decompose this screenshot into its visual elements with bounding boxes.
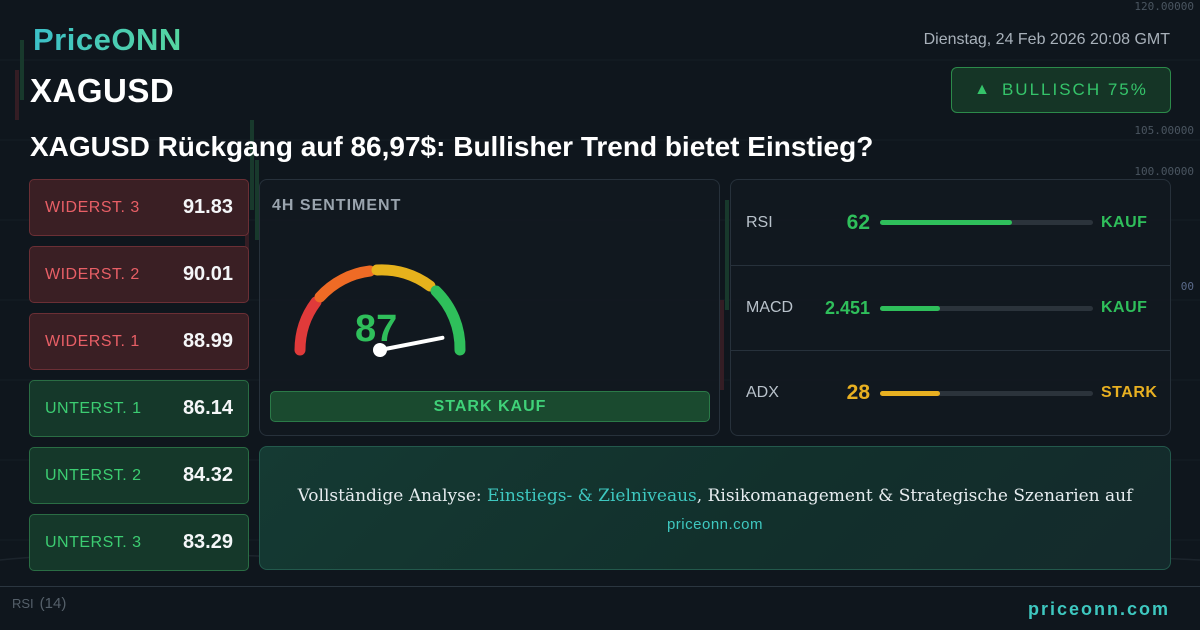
sentiment-verdict: STARK KAUF (270, 391, 710, 422)
indicator-signal: KAUF (1101, 299, 1148, 316)
cta-suffix: , Risikomanagement & Strategische Szenar… (696, 486, 1133, 506)
level-support-3: UNTERST. 3 83.29 (29, 514, 249, 571)
gauge-value: 87 (355, 308, 398, 350)
level-resistance-1: WIDERST. 1 88.99 (29, 313, 249, 370)
level-support-2: UNTERST. 2 84.32 (29, 447, 249, 504)
level-label: UNTERST. 1 (45, 399, 142, 417)
badge-label: BULLISCH 75% (1001, 80, 1148, 99)
level-resistance-3: WIDERST. 3 91.83 (29, 179, 249, 236)
level-value: 84.32 (182, 464, 233, 486)
level-label: WIDERST. 3 (45, 198, 140, 216)
cta-accent: Einstiegs- & Zielniveaus (487, 486, 697, 506)
sentiment-panel: 4H SENTIMENT 87 STARK KAUF (259, 179, 720, 436)
indicator-bar (880, 390, 1093, 396)
indicator-row-macd: MACD 2.451 KAUF (731, 265, 1170, 350)
footer-link[interactable]: priceonn.com (1027, 599, 1170, 619)
timestamp: Dienstag, 24 Feb 2026 20:08 GMT (923, 31, 1170, 48)
indicator-bar (880, 305, 1093, 311)
gauge-segment (314, 265, 376, 303)
indicator-bar-fill (880, 220, 1013, 225)
indicator-signal: KAUF (1101, 213, 1148, 231)
cta-link[interactable]: priceonn.com (666, 516, 764, 533)
indicator-value: 2.451 (824, 297, 870, 318)
level-label: UNTERST. 2 (45, 466, 142, 484)
gauge-hub (373, 343, 387, 357)
axis-label: 00 (1180, 280, 1194, 293)
level-value: 90.01 (182, 263, 233, 285)
level-support-1: UNTERST. 1 86.14 (29, 380, 249, 437)
cta-text: Vollständige Analyse: Einstiegs- & Zieln… (260, 486, 1170, 506)
levels-list: WIDERST. 3 91.83 WIDERST. 2 90.01 WIDERS… (29, 179, 249, 581)
level-value: 88.99 (182, 330, 233, 352)
triangle-up-icon: ▲ (974, 81, 992, 98)
sentiment-gauge (294, 264, 466, 357)
axis-label: 100.00000 (1134, 165, 1194, 178)
rsi-label: RSI (12, 596, 34, 611)
indicator-value: 62 (846, 210, 870, 234)
indicator-bar-fill (880, 305, 940, 311)
indicator-name: MACD (746, 299, 794, 316)
axis-label: 120.00000 (1134, 0, 1194, 13)
indicator-name: RSI (746, 213, 773, 231)
level-value: 91.83 (182, 196, 233, 218)
footer-divider (0, 586, 1200, 587)
indicator-bar (880, 220, 1093, 225)
cta-prefix: Vollständige Analyse: (297, 486, 488, 506)
level-value: 83.29 (182, 531, 233, 553)
symbol-title: XAGUSD (30, 72, 175, 109)
indicator-name: ADX (746, 384, 779, 401)
level-label: WIDERST. 2 (45, 265, 140, 283)
level-label: UNTERST. 3 (45, 533, 142, 551)
axis-label: 105.00000 (1134, 124, 1194, 137)
indicator-signal: STARK (1101, 384, 1158, 401)
rsi-period: (14) (39, 595, 67, 612)
sentiment-title: 4H SENTIMENT (272, 197, 402, 214)
level-label: WIDERST. 1 (45, 332, 140, 350)
brand-logo: PriceONN (33, 22, 182, 57)
background-rsi-label: RSI (14) (12, 595, 66, 612)
indicator-row-rsi: RSI 62 KAUF (731, 180, 1170, 265)
indicator-bar-fill (880, 390, 940, 396)
indicator-value: 28 (846, 381, 870, 404)
sentiment-badge: ▲ BULLISCH 75% (951, 67, 1171, 113)
indicators-panel: RSI 62 KAUF MACD 2.451 KAUF ADX 28 STARK (730, 179, 1171, 436)
gauge-segment (430, 285, 466, 356)
indicator-row-adx: ADX 28 STARK (731, 350, 1170, 435)
gauge-segment (371, 264, 436, 292)
headline: XAGUSD Rückgang auf 86,97$: Bullisher Tr… (30, 131, 874, 162)
gauge-needle (378, 335, 445, 352)
level-resistance-2: WIDERST. 2 90.01 (29, 246, 249, 303)
gauge-segment (294, 296, 322, 356)
analysis-cta[interactable]: Vollständige Analyse: Einstiegs- & Zieln… (259, 446, 1171, 570)
level-value: 86.14 (182, 397, 233, 419)
